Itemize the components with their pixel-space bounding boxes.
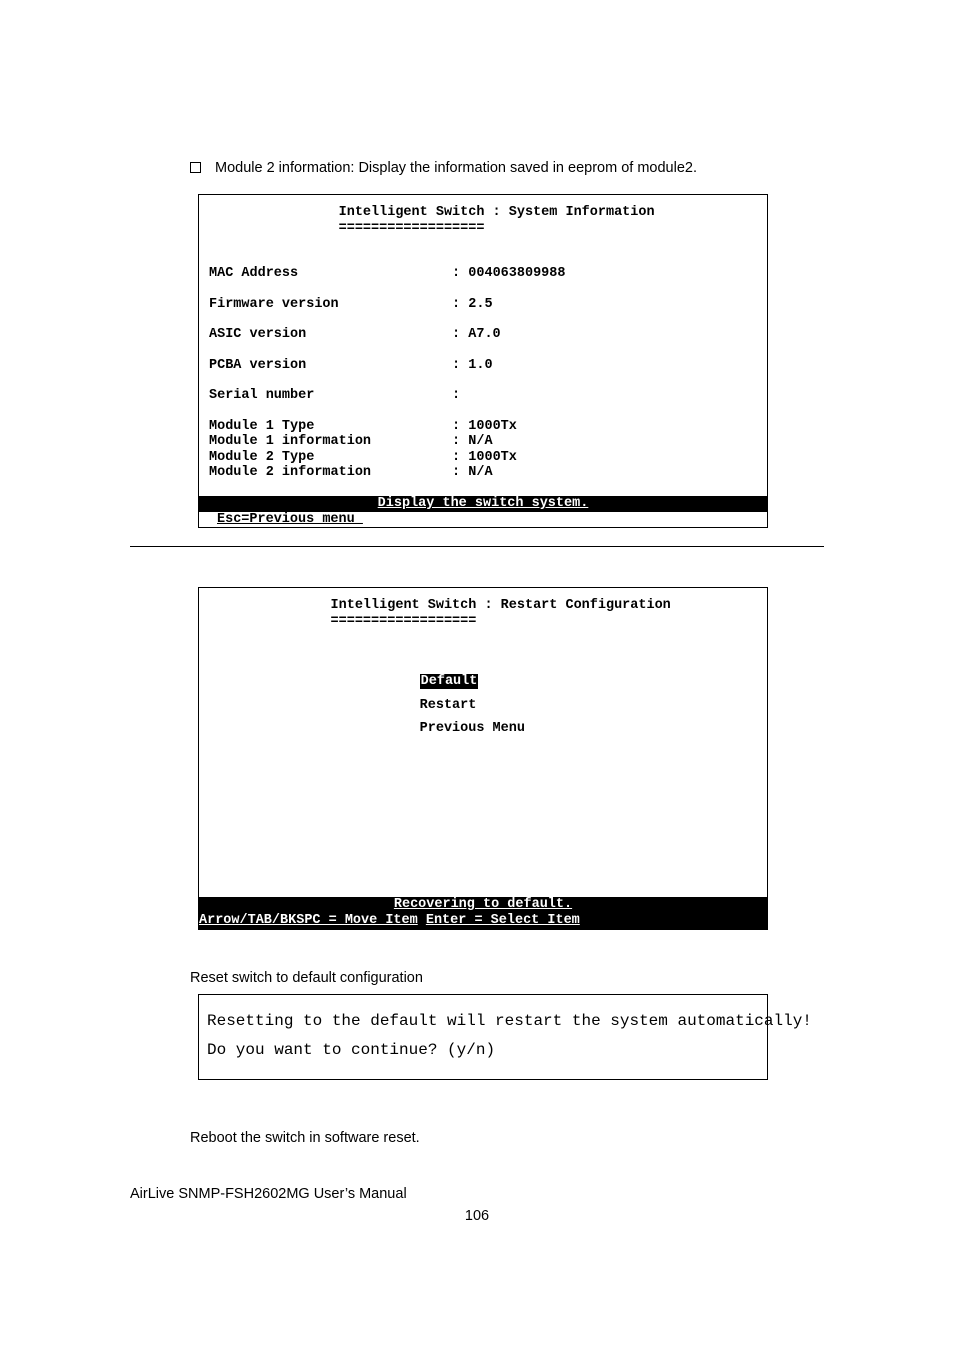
row-asic: ASIC version : A7.0 xyxy=(199,327,767,343)
terminal-nav-bar: Arrow/TAB/BKSPC = Move Item Enter = Sele… xyxy=(199,913,767,929)
footer-manual-title: AirLive SNMP-FSH2602MG User’s Manual xyxy=(130,1186,824,1202)
confirm-line-2[interactable]: Do you want to continue? (y/n) xyxy=(207,1036,759,1065)
row-mod1-type: Module 1 Type : 1000Tx xyxy=(199,419,767,435)
row-mod1-info: Module 1 information : N/A xyxy=(199,434,767,450)
menu-item-previous[interactable]: Previous Menu xyxy=(199,721,767,737)
square-bullet-icon xyxy=(190,162,201,173)
page: Module 2 information: Display the inform… xyxy=(0,0,954,1274)
section-divider xyxy=(130,546,824,547)
bullet-text: Module 2 information: Display the inform… xyxy=(215,160,697,176)
bullet-paragraph: Module 2 information: Display the inform… xyxy=(190,160,824,176)
terminal-nav-hint: Esc=Previous menu_ xyxy=(199,512,767,528)
terminal-body: Intelligent Switch : System Information … xyxy=(199,195,767,496)
terminal-restart-config: Intelligent Switch : Restart Configurati… xyxy=(198,587,768,930)
reboot-text: Reboot the switch in software reset. xyxy=(190,1130,824,1146)
terminal-status-bar: Recovering to default. xyxy=(199,897,767,913)
confirm-prompt-box: Resetting to the default will restart th… xyxy=(198,994,768,1080)
reset-heading: Reset switch to default configuration xyxy=(190,970,824,986)
terminal-title: Intelligent Switch : System Information xyxy=(199,205,767,221)
menu-item-restart[interactable]: Restart xyxy=(199,698,767,714)
page-number: 106 xyxy=(130,1208,824,1224)
terminal-body: Intelligent Switch : Restart Configurati… xyxy=(199,588,767,897)
terminal-status-bar: Display the switch system. xyxy=(199,496,767,512)
terminal-title-underline: ================== xyxy=(199,221,767,237)
row-mod2-type: Module 2 Type : 1000Tx xyxy=(199,450,767,466)
row-serial: Serial number : xyxy=(199,388,767,404)
confirm-line-1: Resetting to the default will restart th… xyxy=(207,1007,759,1036)
terminal-title: Intelligent Switch : Restart Configurati… xyxy=(199,598,767,614)
terminal-title-underline: ================== xyxy=(199,614,767,630)
row-pcba: PCBA version : 1.0 xyxy=(199,358,767,374)
row-mac: MAC Address : 004063809988 xyxy=(199,266,767,282)
row-firmware: Firmware version : 2.5 xyxy=(199,297,767,313)
row-mod2-info: Module 2 information : N/A xyxy=(199,465,767,481)
terminal-system-info: Intelligent Switch : System Information … xyxy=(198,194,768,528)
menu-item-default[interactable]: Default xyxy=(199,674,767,690)
